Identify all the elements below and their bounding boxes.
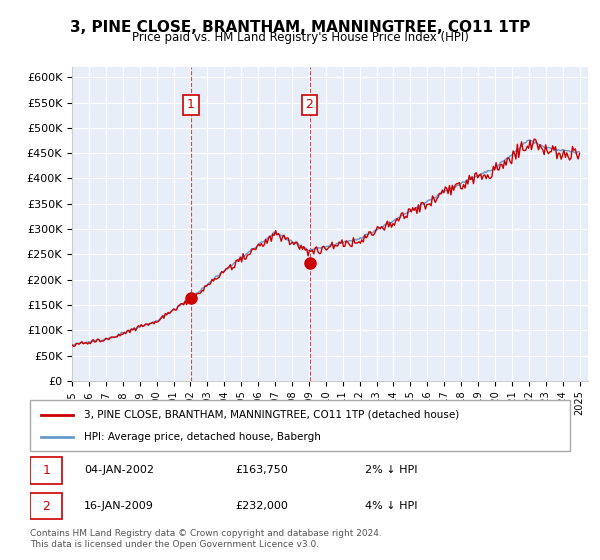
Text: 2: 2 <box>42 500 50 512</box>
Text: Price paid vs. HM Land Registry's House Price Index (HPI): Price paid vs. HM Land Registry's House … <box>131 31 469 44</box>
Text: 1: 1 <box>42 464 50 477</box>
FancyBboxPatch shape <box>30 400 570 451</box>
Text: £232,000: £232,000 <box>235 501 288 511</box>
Text: 2: 2 <box>305 99 313 111</box>
Text: 4% ↓ HPI: 4% ↓ HPI <box>365 501 418 511</box>
Text: 1: 1 <box>187 99 195 111</box>
Text: 16-JAN-2009: 16-JAN-2009 <box>84 501 154 511</box>
Text: 3, PINE CLOSE, BRANTHAM, MANNINGTREE, CO11 1TP: 3, PINE CLOSE, BRANTHAM, MANNINGTREE, CO… <box>70 20 530 35</box>
Text: £163,750: £163,750 <box>235 465 288 475</box>
FancyBboxPatch shape <box>30 493 62 520</box>
Text: 3, PINE CLOSE, BRANTHAM, MANNINGTREE, CO11 1TP (detached house): 3, PINE CLOSE, BRANTHAM, MANNINGTREE, CO… <box>84 409 459 419</box>
FancyBboxPatch shape <box>30 457 62 484</box>
Text: 04-JAN-2002: 04-JAN-2002 <box>84 465 154 475</box>
Text: HPI: Average price, detached house, Babergh: HPI: Average price, detached house, Babe… <box>84 432 321 442</box>
Text: Contains HM Land Registry data © Crown copyright and database right 2024.
This d: Contains HM Land Registry data © Crown c… <box>30 529 382 549</box>
Text: 2% ↓ HPI: 2% ↓ HPI <box>365 465 418 475</box>
